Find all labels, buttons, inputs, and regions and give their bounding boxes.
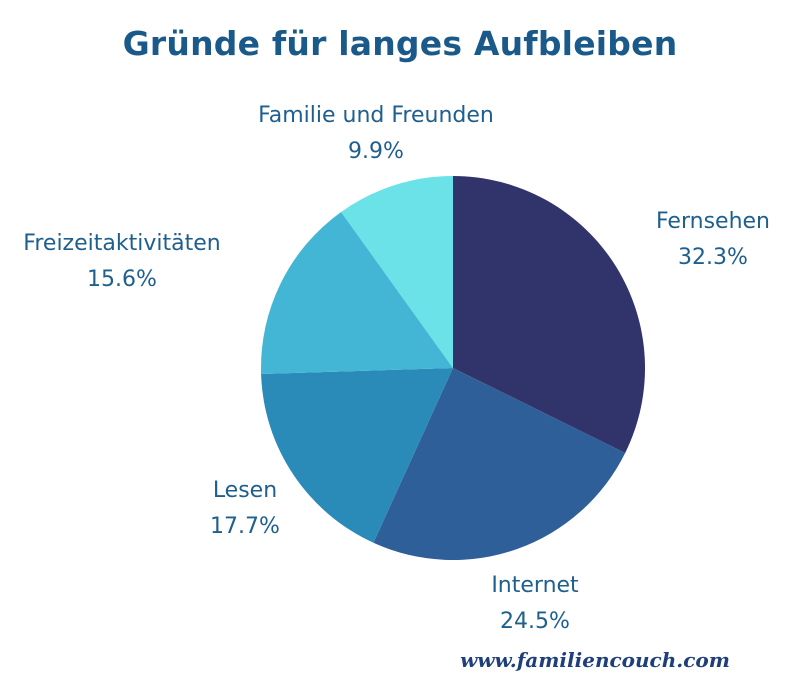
pie-slice-freizeitaktivit-ten <box>260 211 453 375</box>
watermark-url: www.familiencouch.com <box>460 648 730 672</box>
slice-label: Fernsehen <box>656 209 770 234</box>
pie-slice-fernsehen <box>453 176 646 454</box>
slice-value-label: 32.3% <box>678 245 748 270</box>
slice-label: Familie und Freunden <box>258 103 494 128</box>
pie-slice-familie-und-freunden <box>341 175 453 368</box>
slice-value-label: 24.5% <box>500 609 570 634</box>
slice-label: Lesen <box>213 478 277 503</box>
chart-title: Gründe für langes Aufbleiben <box>122 24 678 63</box>
slice-value-label: 15.6% <box>87 267 157 292</box>
slice-label: Internet <box>491 573 579 598</box>
slice-value-label: 17.7% <box>210 514 280 539</box>
pie-slice-internet <box>373 368 626 561</box>
pie-slice-lesen <box>261 368 453 543</box>
slice-label: Freizeitaktivitäten <box>23 231 220 256</box>
slice-value-label: 9.9% <box>348 139 404 164</box>
